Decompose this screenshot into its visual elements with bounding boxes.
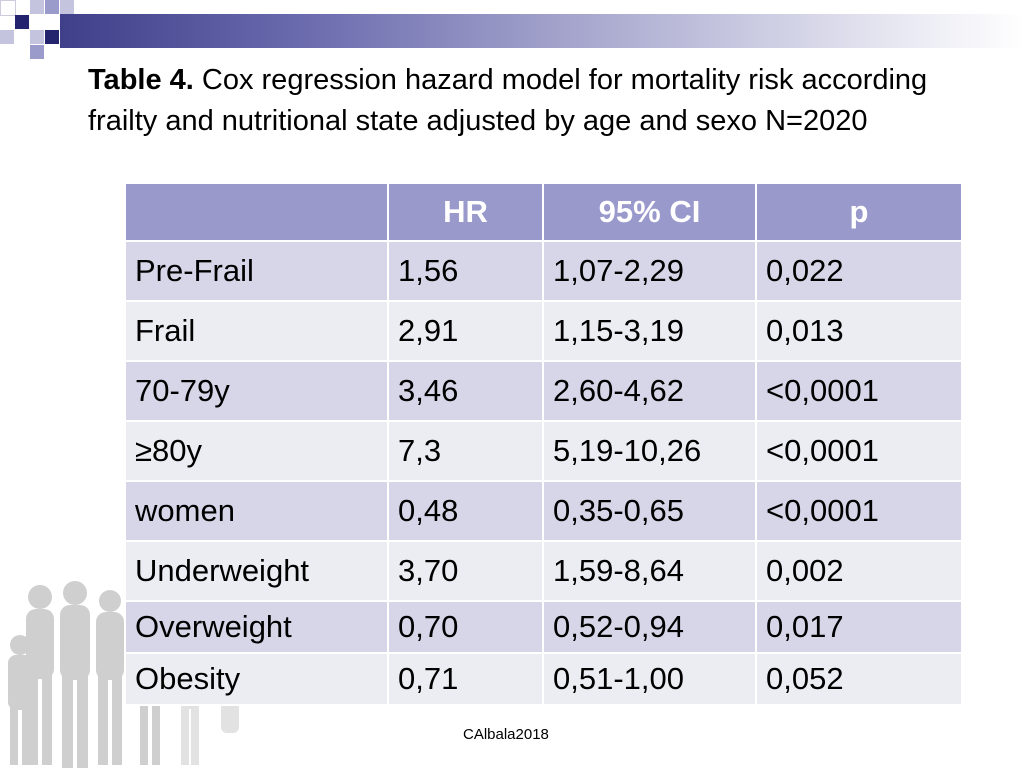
decorative-gradient-bar [60, 14, 1024, 48]
table-row: Frail 2,91 1,15-3,19 0,013 [124, 300, 963, 362]
cell-variable: Pre-Frail [124, 240, 389, 302]
table-header-row: HR 95% CI p [124, 182, 963, 242]
cell-p: <0,0001 [755, 360, 963, 422]
cell-hr: 3,46 [387, 360, 544, 422]
cell-ci: 1,15-3,19 [542, 300, 757, 362]
cell-hr: 7,3 [387, 420, 544, 482]
table-row: women 0,48 0,35-0,65 <0,0001 [124, 480, 963, 542]
cell-hr: 0,48 [387, 480, 544, 542]
header-ci: 95% CI [542, 182, 757, 242]
cell-variable: Frail [124, 300, 389, 362]
table-row: ≥80y 7,3 5,19-10,26 <0,0001 [124, 420, 963, 482]
cell-p: 0,013 [755, 300, 963, 362]
cell-ci: 0,51-1,00 [542, 652, 757, 706]
cell-variable: Underweight [124, 540, 389, 602]
cell-p: <0,0001 [755, 420, 963, 482]
table-row: 70-79y 3,46 2,60-4,62 <0,0001 [124, 360, 963, 422]
slide-title: Table 4. Cox regression hazard model for… [88, 60, 968, 142]
cell-variable: 70-79y [124, 360, 389, 422]
cell-variable: women [124, 480, 389, 542]
cell-ci: 0,52-0,94 [542, 600, 757, 654]
cell-ci: 2,60-4,62 [542, 360, 757, 422]
cell-hr: 3,70 [387, 540, 544, 602]
table-row: Pre-Frail 1,56 1,07-2,29 0,022 [124, 240, 963, 302]
title-label: Table 4. [88, 64, 194, 96]
table-row: Overweight 0,70 0,52-0,94 0,017 [124, 600, 963, 654]
cox-regression-table: HR 95% CI p Pre-Frail 1,56 1,07-2,29 0,0… [124, 182, 963, 706]
cell-p: 0,002 [755, 540, 963, 602]
cell-p: <0,0001 [755, 480, 963, 542]
cell-p: 0,017 [755, 600, 963, 654]
header-p: p [755, 182, 963, 242]
cell-variable: ≥80y [124, 420, 389, 482]
cell-variable: Obesity [124, 652, 389, 706]
header-variable [124, 182, 389, 242]
header-hr: HR [387, 182, 544, 242]
cell-ci: 1,07-2,29 [542, 240, 757, 302]
cell-p: 0,022 [755, 240, 963, 302]
cell-p: 0,052 [755, 652, 963, 706]
cell-ci: 5,19-10,26 [542, 420, 757, 482]
table-row: Obesity 0,71 0,51-1,00 0,052 [124, 652, 963, 706]
cell-hr: 1,56 [387, 240, 544, 302]
cell-ci: 0,35-0,65 [542, 480, 757, 542]
cell-hr: 2,91 [387, 300, 544, 362]
cell-ci: 1,59-8,64 [542, 540, 757, 602]
table-row: Underweight 3,70 1,59-8,64 0,002 [124, 540, 963, 602]
title-text: Cox regression hazard model for mortalit… [88, 64, 928, 137]
cell-variable: Overweight [124, 600, 389, 654]
cell-hr: 0,70 [387, 600, 544, 654]
cell-hr: 0,71 [387, 652, 544, 706]
slide-footer: CAlbala2018 [463, 726, 549, 743]
